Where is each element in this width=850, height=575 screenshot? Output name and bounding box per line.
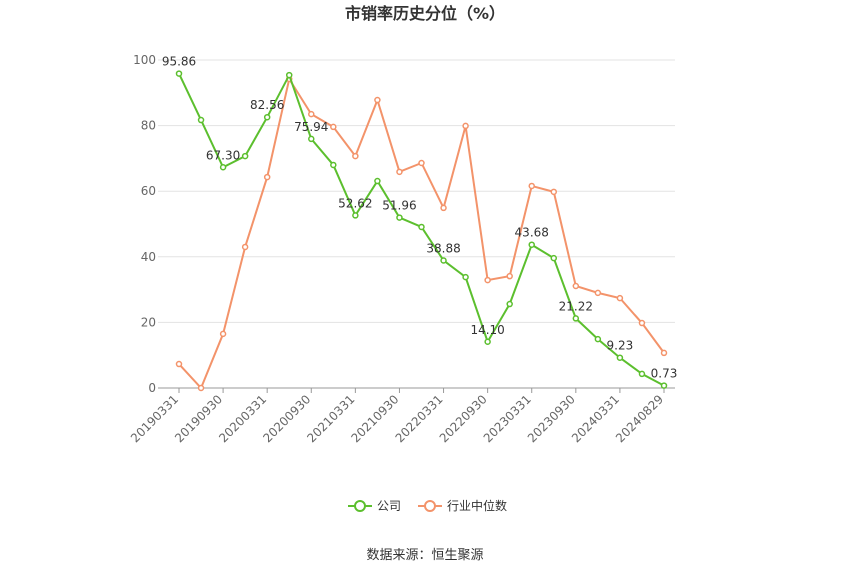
- point: [572, 282, 580, 290]
- y-tick-label: 20: [141, 315, 156, 329]
- point: [550, 188, 558, 196]
- y-tick-label: 80: [141, 119, 156, 133]
- data-label: 43.68: [515, 226, 549, 240]
- point: [374, 96, 381, 104]
- data-label: 9.23: [607, 339, 634, 353]
- point: [616, 294, 624, 302]
- legend-label: 公司: [377, 499, 401, 513]
- point: [660, 382, 668, 389]
- point: [263, 113, 271, 121]
- point: [241, 152, 249, 160]
- point: [352, 212, 359, 219]
- point: [440, 204, 447, 212]
- point: [197, 384, 205, 392]
- point: [219, 330, 227, 338]
- point: [263, 173, 271, 181]
- point: [352, 152, 359, 160]
- point: [396, 168, 403, 176]
- legend-label: 行业中位数: [447, 498, 507, 513]
- point: [506, 300, 513, 308]
- point: [660, 349, 668, 357]
- point: [440, 257, 447, 264]
- data-label: 75.94: [294, 120, 328, 134]
- data-label: 0.73: [651, 367, 678, 381]
- y-tick-label: 60: [141, 184, 156, 198]
- point: [528, 182, 535, 190]
- point: [594, 335, 602, 343]
- point: [462, 273, 469, 281]
- point: [330, 161, 337, 169]
- point: [418, 223, 425, 231]
- data-label: 38.88: [426, 241, 460, 255]
- point: [550, 254, 558, 262]
- point: [219, 164, 227, 171]
- data-label: 14.10: [470, 323, 504, 337]
- point: [330, 123, 337, 131]
- point: [594, 289, 602, 297]
- source: 数据来源：恒生聚源: [366, 548, 483, 563]
- y-tick-label: 40: [141, 250, 156, 264]
- point: [418, 159, 425, 167]
- point: [572, 315, 580, 322]
- point: [506, 272, 513, 280]
- point: [308, 135, 315, 143]
- data-label: 51.96: [382, 199, 416, 213]
- point: [308, 110, 315, 118]
- point: [528, 241, 535, 248]
- point: [484, 338, 491, 346]
- legend-marker: [354, 500, 366, 512]
- point: [175, 360, 183, 368]
- data-label: 82.56: [250, 98, 284, 112]
- point: [484, 276, 491, 284]
- data-label: 95.86: [162, 55, 196, 69]
- chart-title: 市销率历史分位（%）: [345, 4, 505, 23]
- point: [462, 122, 469, 130]
- x-tick-label: 20240829: [613, 392, 666, 445]
- data-label: 21.22: [559, 299, 593, 313]
- point: [241, 243, 249, 251]
- data-label: 67.30: [206, 148, 240, 162]
- point: [197, 116, 205, 124]
- legend-marker: [424, 500, 436, 512]
- point: [638, 319, 646, 327]
- point: [285, 71, 293, 79]
- data-label: 52.62: [338, 196, 372, 210]
- y-tick-label: 100: [133, 53, 156, 67]
- point: [396, 214, 403, 221]
- point: [638, 370, 646, 378]
- y-tick-label: 0: [148, 381, 156, 395]
- point: [175, 70, 183, 77]
- point: [374, 177, 381, 185]
- point: [616, 354, 624, 361]
